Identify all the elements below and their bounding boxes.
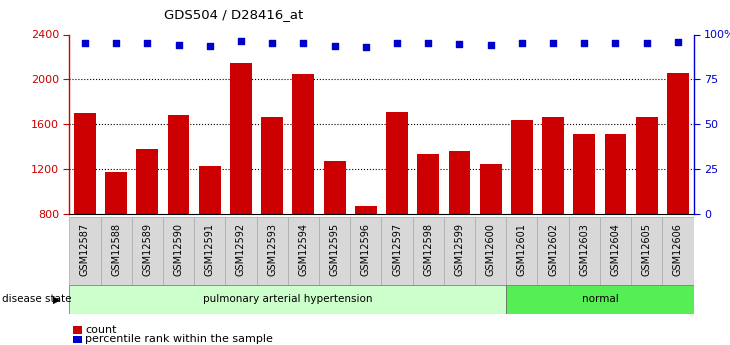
Text: GSM12597: GSM12597 [392,223,402,276]
Bar [131,217,163,285]
Point [516,41,528,46]
Bar [480,164,502,214]
Bar [600,217,631,285]
Text: GSM12601: GSM12601 [517,223,527,276]
Bar [418,155,439,214]
Bar [475,217,507,285]
Text: GSM12591: GSM12591 [205,223,215,276]
Text: GSM12603: GSM12603 [580,223,589,276]
Point [548,41,559,46]
Bar [507,217,537,285]
Bar [261,117,283,214]
Bar [355,206,377,214]
Bar [199,166,220,214]
Point [173,42,185,47]
Bar [636,117,658,214]
Point [79,41,91,46]
Bar [381,217,412,285]
Bar [69,217,101,285]
Text: GSM12599: GSM12599 [455,223,464,276]
Text: GSM12592: GSM12592 [236,223,246,276]
Bar [226,217,257,285]
Point [672,40,684,45]
Point [298,41,310,46]
Bar [386,112,408,214]
Text: GSM12596: GSM12596 [361,223,371,276]
Bar [163,217,194,285]
Bar [662,217,694,285]
Point [142,41,153,46]
Bar [631,217,662,285]
Bar [350,217,381,285]
Bar [168,115,190,214]
Bar [537,217,569,285]
Text: GSM12595: GSM12595 [330,223,339,276]
Bar [448,151,470,214]
Text: GSM12600: GSM12600 [485,223,496,276]
Point [610,41,621,46]
Bar [319,217,350,285]
Point [204,43,215,49]
Bar [412,217,444,285]
Bar [604,134,626,214]
Text: percentile rank within the sample: percentile rank within the sample [85,335,273,344]
Text: disease state: disease state [2,294,72,304]
Point [110,41,122,46]
Point [328,43,340,49]
Text: GSM12602: GSM12602 [548,223,558,276]
Text: normal: normal [582,294,618,304]
Bar [573,134,595,214]
Bar [542,117,564,214]
Bar [293,74,315,214]
Text: GSM12606: GSM12606 [673,223,683,276]
Text: GSM12590: GSM12590 [174,223,183,276]
Text: GDS504 / D28416_at: GDS504 / D28416_at [164,8,304,21]
Bar [257,217,288,285]
Text: GSM12589: GSM12589 [142,223,153,276]
Bar [323,161,345,214]
Bar [137,149,158,214]
Point [391,41,403,46]
Bar [105,172,127,214]
Point [423,41,434,46]
Text: GSM12594: GSM12594 [299,223,308,276]
Bar [444,217,475,285]
Bar [101,217,132,285]
Point [641,41,653,46]
Text: ▶: ▶ [53,294,61,304]
Point [266,41,278,46]
Point [453,41,465,47]
Text: count: count [85,325,117,335]
Point [485,42,496,48]
Text: GSM12605: GSM12605 [642,223,652,276]
Bar [288,217,319,285]
Bar [194,217,226,285]
Bar [569,217,600,285]
Bar [230,62,252,214]
Text: GSM12588: GSM12588 [111,223,121,276]
Bar [507,285,694,314]
Bar [69,285,507,314]
Text: GSM12598: GSM12598 [423,223,433,276]
Point [578,41,590,46]
Point [360,45,372,50]
Point [235,39,247,44]
Text: pulmonary arterial hypertension: pulmonary arterial hypertension [203,294,372,304]
Bar [667,73,689,214]
Text: GSM12593: GSM12593 [267,223,277,276]
Text: GSM12587: GSM12587 [80,223,90,276]
Text: GSM12604: GSM12604 [610,223,620,276]
Bar [74,113,96,214]
Bar [511,120,533,214]
